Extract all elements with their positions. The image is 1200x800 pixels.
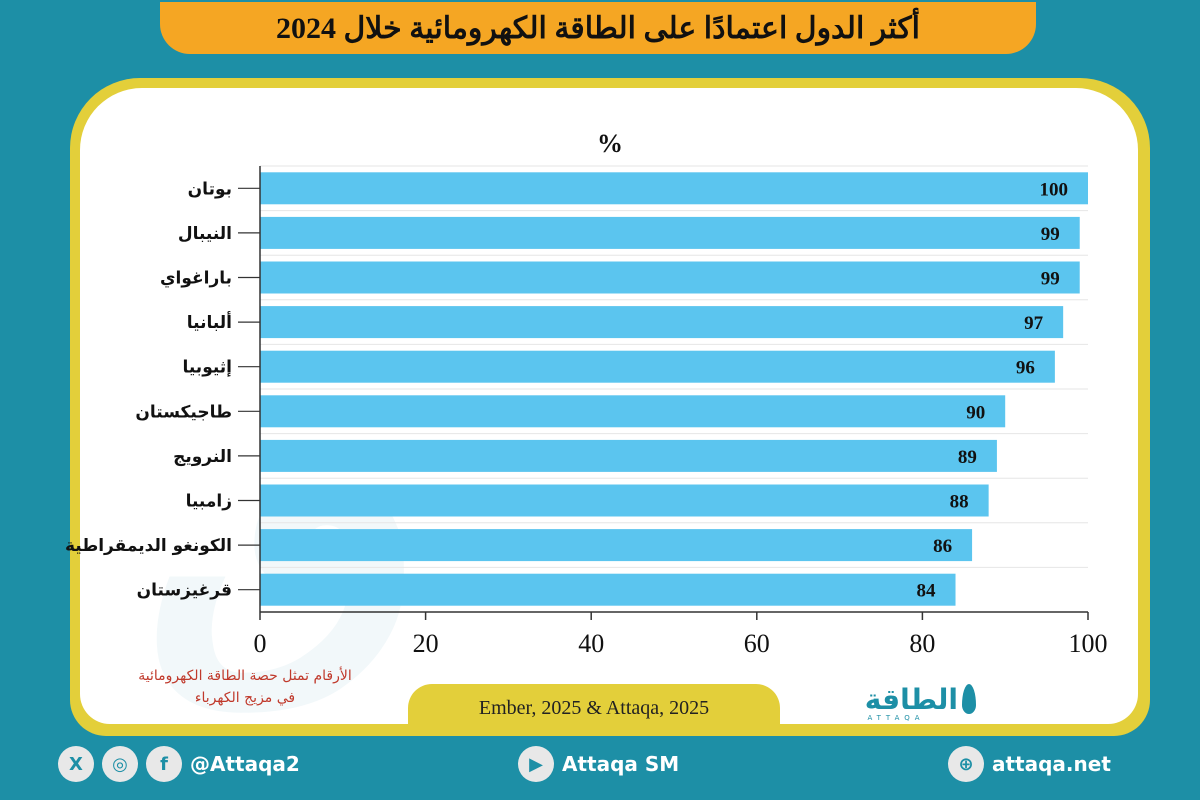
bar bbox=[260, 172, 1088, 205]
bar bbox=[260, 484, 989, 517]
category-label: النرويج bbox=[173, 447, 232, 467]
website-link[interactable]: ⊕ attaqa.net bbox=[948, 742, 1111, 786]
website-label: attaqa.net bbox=[992, 752, 1111, 776]
x-tick-label: 100 bbox=[1069, 629, 1108, 658]
category-label: زامبيا bbox=[186, 492, 232, 512]
globe-icon: ⊕ bbox=[948, 746, 984, 782]
x-tick-label: 60 bbox=[744, 629, 770, 658]
x-tick-label: 20 bbox=[413, 629, 439, 658]
youtube-link[interactable]: ▶ Attaqa SM bbox=[518, 742, 679, 786]
chart-title: أكثر الدول اعتمادًا على الطاقة الكهرومائ… bbox=[275, 11, 921, 45]
bar bbox=[260, 350, 1055, 383]
facebook-icon[interactable]: f bbox=[146, 746, 182, 782]
category-label: باراغواي bbox=[160, 269, 232, 289]
bar bbox=[260, 439, 997, 472]
data-label: 90 bbox=[966, 402, 985, 423]
bar bbox=[260, 573, 956, 606]
category-label: بوتان bbox=[188, 179, 232, 199]
data-label: 89 bbox=[958, 447, 977, 468]
data-label: 99 bbox=[1041, 224, 1060, 245]
note-line-1: الأرقام تمثل حصة الطاقة الكهرومائية bbox=[138, 668, 352, 684]
category-label: الكونغو الديمقراطية bbox=[65, 536, 232, 556]
x-tick-label: 0 bbox=[254, 629, 267, 658]
attaqa-logo: الطاقة ATTAQA bbox=[836, 676, 976, 722]
x-tick-label: 40 bbox=[578, 629, 604, 658]
youtube-label: Attaqa SM bbox=[562, 752, 680, 776]
data-label: 84 bbox=[917, 581, 937, 602]
source-box: Ember, 2025 & Attaqa, 2025 bbox=[408, 684, 780, 732]
data-label: 97 bbox=[1024, 313, 1044, 334]
category-label: طاجيكستان bbox=[135, 402, 232, 422]
data-label: 88 bbox=[950, 492, 969, 513]
bar bbox=[260, 306, 1064, 339]
category-label: قرغيزستان bbox=[137, 581, 232, 601]
x-tick-label: 80 bbox=[909, 629, 935, 658]
category-label: إثيوبيا bbox=[182, 358, 232, 378]
data-label: 99 bbox=[1041, 269, 1060, 290]
bar bbox=[260, 529, 973, 562]
logo-subtitle: ATTAQA bbox=[867, 714, 925, 722]
chart-note: الأرقام تمثل حصة الطاقة الكهرومائية في م… bbox=[100, 665, 390, 709]
title-banner: أكثر الدول اعتمادًا على الطاقة الكهرومائ… bbox=[160, 2, 1036, 54]
unit-label: % bbox=[597, 129, 623, 158]
bar bbox=[260, 395, 1006, 428]
logo-text: الطاقة bbox=[864, 682, 958, 716]
category-label: النيبال bbox=[178, 224, 232, 244]
bar bbox=[260, 216, 1080, 249]
source-text: Ember, 2025 & Attaqa, 2025 bbox=[478, 696, 710, 719]
data-label: 100 bbox=[1040, 179, 1069, 200]
data-label: 96 bbox=[1016, 358, 1035, 379]
social-handle[interactable]: @Attaqa2 bbox=[190, 752, 300, 776]
x-icon[interactable]: X bbox=[58, 746, 94, 782]
bar bbox=[260, 261, 1080, 294]
data-label: 86 bbox=[933, 536, 952, 557]
note-line-2: في مزيج الكهرباء bbox=[194, 690, 296, 706]
social-links: X ◎ f @Attaqa2 bbox=[58, 742, 300, 786]
youtube-icon: ▶ bbox=[518, 746, 554, 782]
category-label: ألبانيا bbox=[187, 311, 232, 333]
drop-icon bbox=[962, 684, 976, 714]
instagram-icon[interactable]: ◎ bbox=[102, 746, 138, 782]
